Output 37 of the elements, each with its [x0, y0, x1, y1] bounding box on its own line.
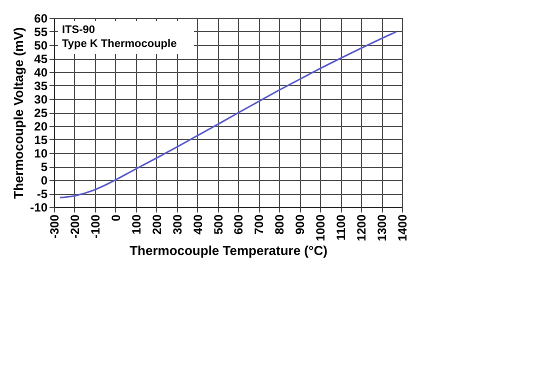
x-tick-label: 1000 — [314, 214, 328, 242]
x-tick-label: 800 — [272, 214, 287, 235]
x-tick-label: 1300 — [375, 214, 390, 242]
x-tick-label: -300 — [48, 214, 62, 239]
x-tick-label: -200 — [68, 214, 82, 239]
x-tick-label: 200 — [150, 214, 164, 235]
y-tick-label: 50 — [34, 38, 48, 52]
y-tick-label: 35 — [34, 79, 48, 93]
x-tick-label: 1400 — [396, 214, 410, 242]
y-tick-label: 0 — [40, 174, 48, 188]
y-tick-label: 15 — [34, 133, 48, 147]
x-tick-label: 300 — [170, 214, 184, 235]
y-tick-label: 60 — [34, 12, 48, 26]
x-tick-label: 0 — [108, 214, 123, 222]
x-tick-label: 500 — [211, 214, 226, 235]
y-tick-label: 10 — [34, 146, 48, 160]
x-tick-label: 1200 — [354, 214, 369, 242]
x-tick-label: 400 — [190, 214, 205, 235]
x-tick-label: 700 — [252, 214, 266, 235]
x-tick-label: -100 — [88, 214, 102, 239]
x-tick-label: 100 — [129, 214, 144, 235]
annotation: ITS-90 — [62, 24, 96, 36]
x-axis-title: Thermocouple Temperature (°C) — [130, 243, 328, 258]
y-tick-label: 45 — [34, 52, 48, 66]
y-tick-label: -5 — [36, 187, 48, 201]
annotation: Type K Thermocouple — [62, 38, 177, 50]
y-tick-label: 55 — [34, 25, 48, 39]
x-tick-label: 600 — [232, 214, 246, 235]
x-tick-label: 900 — [293, 214, 308, 235]
y-tick-label: 40 — [34, 66, 48, 80]
y-axis-title: Thermocouple Voltage (mV) — [11, 27, 26, 199]
y-tick-label: 25 — [34, 106, 48, 120]
y-tick-label: 30 — [34, 92, 48, 106]
y-tick-label: 5 — [40, 160, 48, 174]
y-tick-label: -10 — [30, 200, 48, 214]
y-tick-label: 20 — [34, 120, 48, 134]
x-tick-label: 1100 — [334, 214, 348, 241]
